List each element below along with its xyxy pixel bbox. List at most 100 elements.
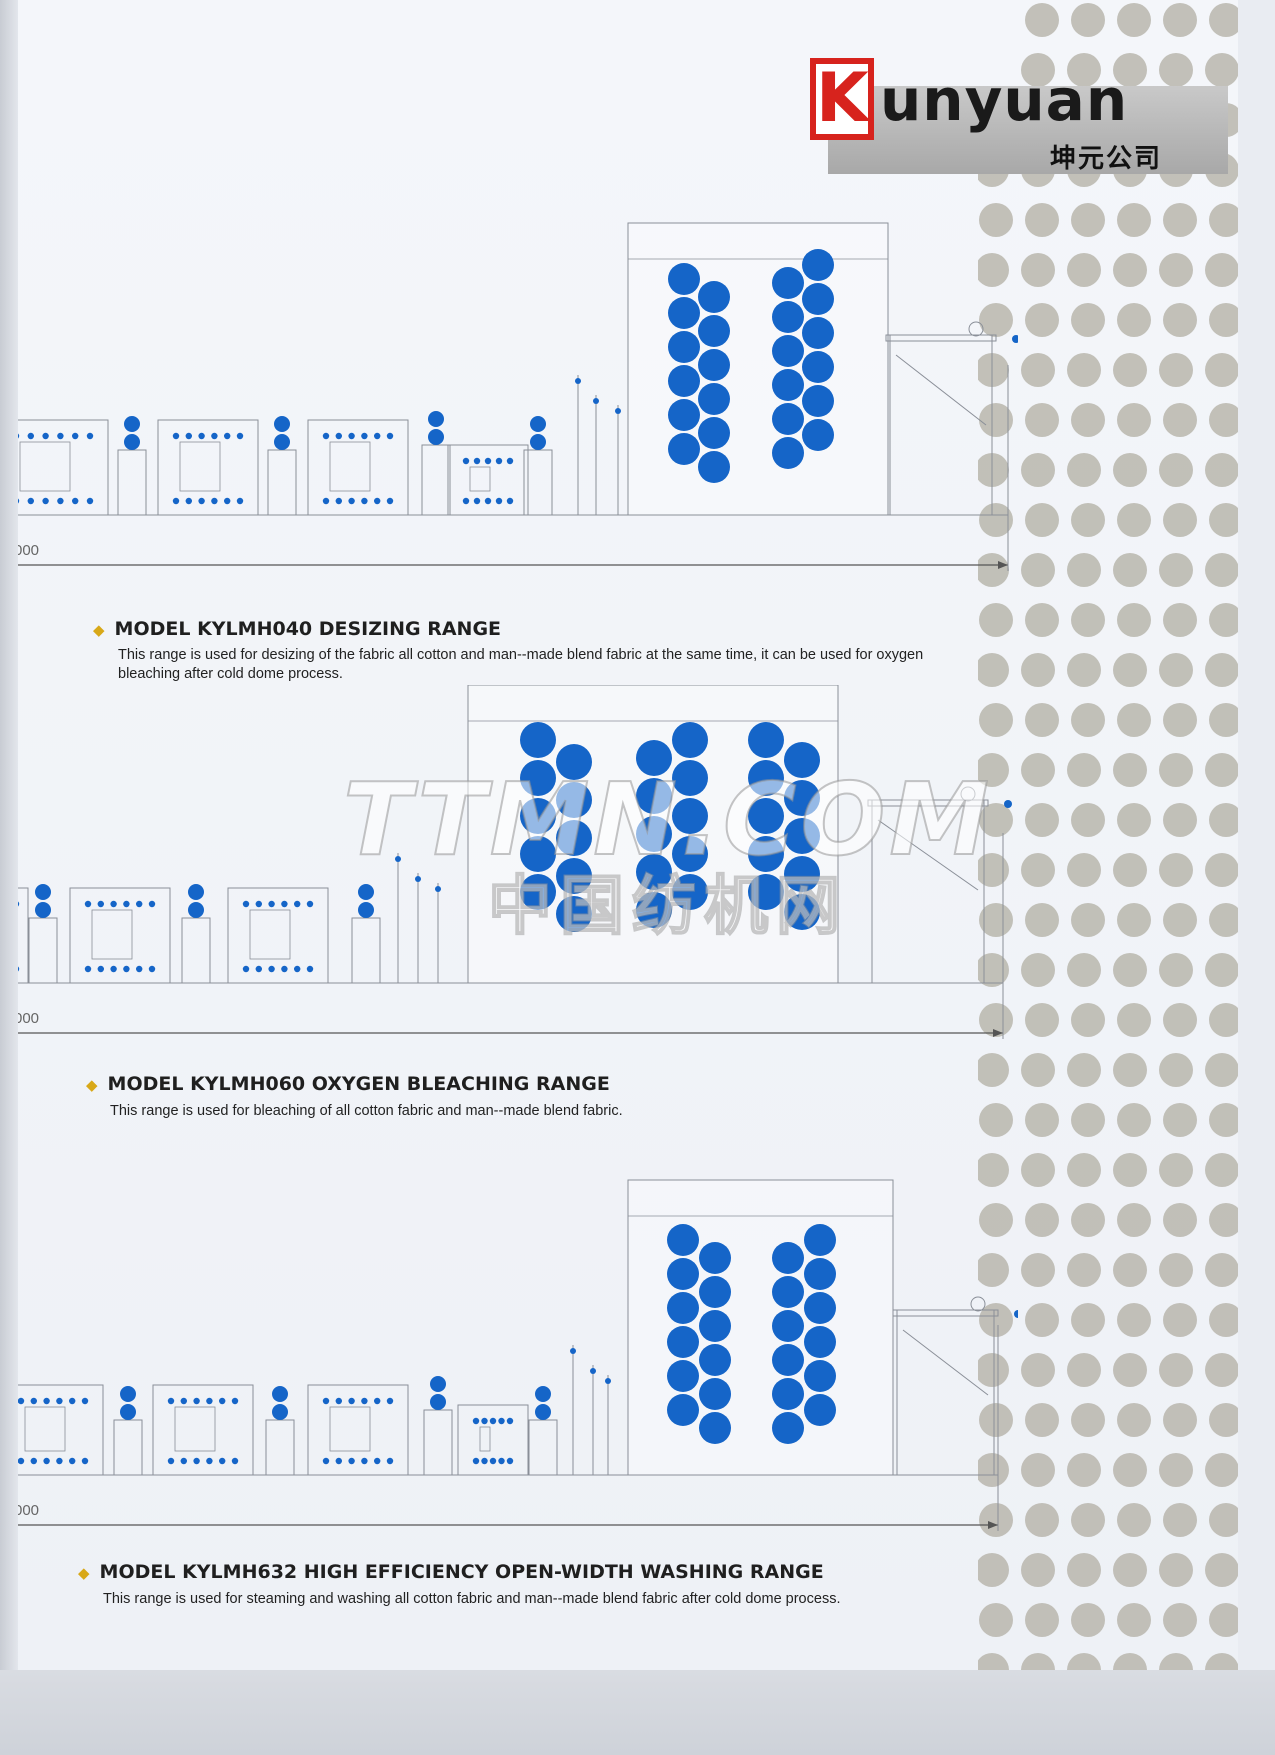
guide-roller [84, 900, 92, 908]
guide-roller [86, 497, 94, 505]
dot [1021, 753, 1055, 787]
guide-roller [374, 1397, 381, 1405]
dot [1113, 553, 1147, 587]
dot [1209, 1603, 1238, 1637]
dot [1067, 1653, 1101, 1670]
steaming-roller [772, 1242, 804, 1274]
washing-box [227, 887, 329, 984]
diamond-bullet-icon: ◆ [93, 621, 105, 639]
steaming-roller [699, 1276, 731, 1308]
dot [1117, 803, 1151, 837]
guide-roller [481, 1457, 488, 1465]
guide-roller [415, 876, 421, 882]
steaming-roller [802, 385, 834, 417]
book-spine [0, 0, 18, 1755]
steaming-roller [667, 1394, 699, 1426]
steaming-roller [636, 740, 672, 776]
dot [978, 853, 1009, 887]
dot [1205, 1053, 1238, 1087]
nip-roller [35, 902, 51, 918]
dot [1021, 1353, 1055, 1387]
dot [1067, 1253, 1101, 1287]
steaming-roller [772, 437, 804, 469]
steaming-roller [698, 383, 730, 415]
guide-roller [348, 432, 355, 440]
guide-roller [306, 965, 314, 973]
guide-roller [224, 432, 231, 440]
dot [978, 553, 1009, 587]
guide-roller [193, 1457, 200, 1465]
dot [1159, 953, 1193, 987]
dot [1159, 1153, 1193, 1187]
guide-roller [462, 497, 470, 505]
dot [1025, 603, 1059, 637]
guide-roller [206, 1457, 213, 1465]
guide-roller [211, 497, 218, 505]
dot [1205, 353, 1238, 387]
guide-roller [219, 1457, 226, 1465]
washing-box [69, 887, 171, 984]
exit-chute [902, 1329, 989, 1396]
washing-box-window [24, 1406, 66, 1452]
guide-roller [361, 1457, 368, 1465]
mangle-frame [117, 449, 147, 516]
guide-roller [72, 432, 79, 440]
guide-roller [506, 457, 514, 465]
guide-roller [348, 497, 355, 505]
guide-roller [172, 432, 180, 440]
dot [1205, 1453, 1238, 1487]
dot [1117, 1303, 1151, 1337]
guide-roller [575, 378, 581, 384]
guide-roller [167, 1397, 175, 1405]
dot [1205, 553, 1238, 587]
guide-roller [56, 1457, 63, 1465]
dot [1117, 203, 1151, 237]
nip-roller [120, 1404, 136, 1420]
dot [1021, 353, 1055, 387]
nip-roller [120, 1386, 136, 1402]
dot [1205, 1253, 1238, 1287]
exit-roller [970, 1296, 986, 1312]
steaming-roller [672, 836, 708, 872]
steaming-roller [668, 297, 700, 329]
guide-roller [43, 1397, 50, 1405]
guide-roller [242, 965, 250, 973]
guide-roller [43, 1457, 50, 1465]
dot [1205, 1553, 1238, 1587]
dot [979, 1503, 1013, 1537]
dot [1025, 1003, 1059, 1037]
dot [1071, 403, 1105, 437]
mangle-frame [267, 449, 297, 516]
dot [1117, 1603, 1151, 1637]
guide-roller [484, 457, 492, 465]
guide-roller [294, 900, 301, 908]
dot [1067, 553, 1101, 587]
dot [1071, 1003, 1105, 1037]
dot [1071, 603, 1105, 637]
dot [1021, 953, 1055, 987]
nip-roller [428, 411, 444, 427]
guide-roller [605, 1378, 611, 1384]
dimension-label: 000 [18, 542, 39, 559]
mangle-frame [423, 1409, 453, 1476]
steaming-roller [772, 1344, 804, 1376]
dot [1205, 1653, 1238, 1670]
logo-chinese-name: 坤元公司 [1050, 144, 1163, 174]
guide-roller [27, 432, 34, 440]
dot [1071, 1503, 1105, 1537]
steaming-roller [667, 1292, 699, 1324]
dot [1067, 853, 1101, 887]
steaming-roller [668, 433, 700, 465]
dot [1209, 1003, 1238, 1037]
guide-roller [18, 901, 20, 907]
steaming-roller [520, 722, 556, 758]
dot [978, 1553, 1009, 1587]
guide-roller [481, 1417, 488, 1425]
mangle-frame [265, 1419, 295, 1476]
steaming-roller [667, 1224, 699, 1256]
section-2-title: ◆ MODEL KYLMH060 OXYGEN BLEACHING RANGE [86, 1073, 610, 1095]
dot [1067, 1453, 1101, 1487]
guide-roller [84, 965, 92, 973]
steaming-roller [636, 854, 672, 890]
dot [979, 403, 1013, 437]
